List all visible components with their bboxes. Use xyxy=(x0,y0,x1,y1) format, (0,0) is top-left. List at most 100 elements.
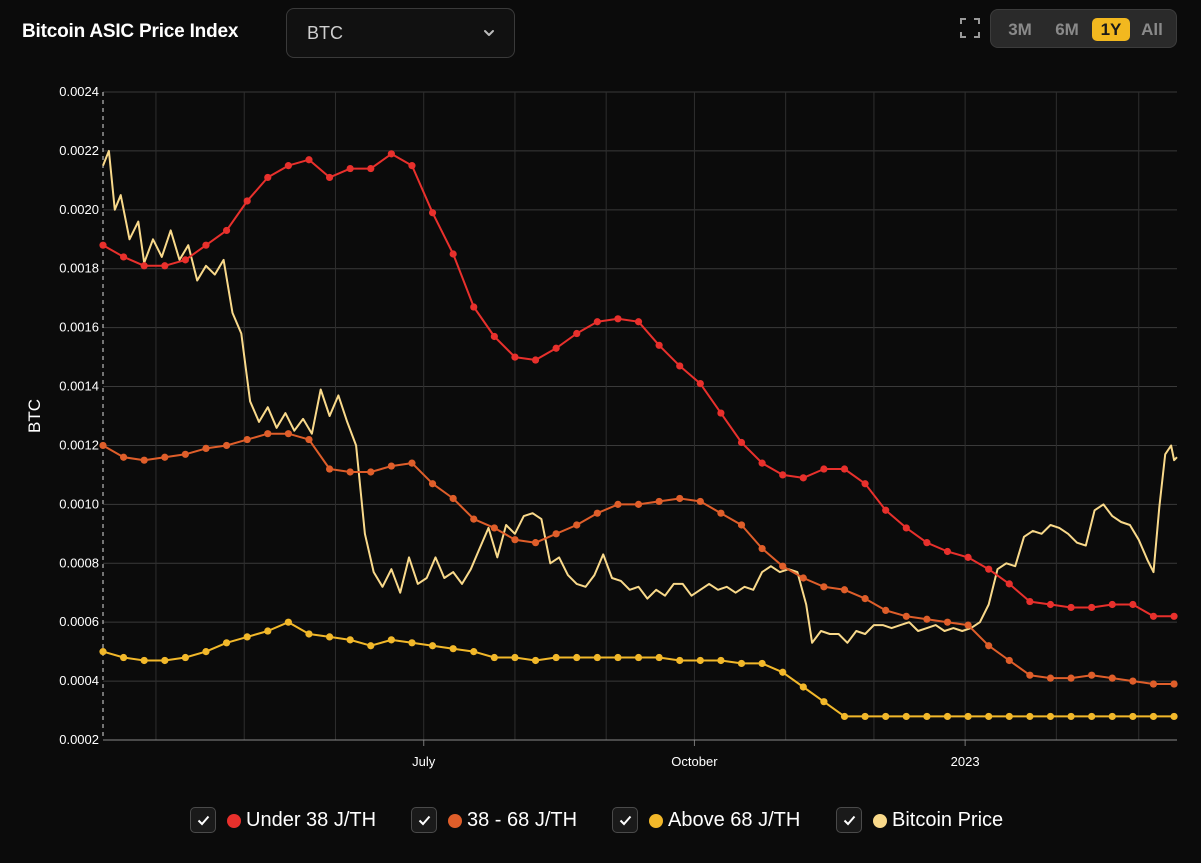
data-point xyxy=(820,583,828,591)
range-button-1y[interactable]: 1Y xyxy=(1092,18,1130,41)
data-point xyxy=(1088,603,1096,612)
data-point xyxy=(964,712,972,721)
data-point xyxy=(696,656,704,665)
data-point xyxy=(428,480,437,488)
data-point xyxy=(614,653,622,662)
data-point xyxy=(799,574,807,582)
data-point xyxy=(181,653,189,662)
checkbox[interactable] xyxy=(836,807,862,833)
legend-label: Under 38 J/TH xyxy=(246,809,377,831)
range-selector: 3M 6M 1Y All xyxy=(990,9,1177,48)
legend-dot xyxy=(649,814,663,828)
data-point xyxy=(449,494,457,503)
data-point xyxy=(1088,712,1096,721)
chevron-down-icon xyxy=(482,26,496,45)
data-point xyxy=(1026,597,1034,606)
legend-label: Bitcoin Price xyxy=(892,809,1004,831)
data-point xyxy=(470,515,478,523)
data-point xyxy=(470,303,478,311)
data-point xyxy=(840,465,849,473)
data-point xyxy=(387,636,395,644)
checkbox[interactable] xyxy=(190,807,216,833)
data-point xyxy=(1005,712,1013,721)
data-point xyxy=(676,494,684,503)
data-point xyxy=(634,318,643,326)
data-point xyxy=(1067,712,1075,721)
data-point xyxy=(799,474,807,482)
y-tick-label: 0.0016 xyxy=(59,320,99,335)
data-point xyxy=(902,612,910,620)
data-point xyxy=(140,262,148,270)
data-point xyxy=(181,450,189,458)
data-point xyxy=(511,653,519,662)
price-index-chart: 0.0024 0.0022 0.0020 0.0018 0.0016 0.0014 0.00… xyxy=(25,84,1178,769)
data-point xyxy=(490,524,498,532)
data-point xyxy=(305,435,313,444)
range-button-3m[interactable]: 3M xyxy=(1008,20,1032,39)
currency-select[interactable]: BTC xyxy=(286,8,515,58)
data-point xyxy=(737,659,746,668)
data-point xyxy=(243,197,251,205)
data-point xyxy=(552,653,560,662)
legend-label: 38 - 68 J/TH xyxy=(467,809,578,831)
y-tick-label: 0.0004 xyxy=(59,673,99,688)
data-point xyxy=(490,332,498,341)
data-point xyxy=(758,659,766,668)
data-point xyxy=(325,633,334,641)
data-point xyxy=(1108,712,1116,721)
range-button-all[interactable]: All xyxy=(1141,20,1163,39)
data-point xyxy=(367,642,375,650)
data-point xyxy=(676,362,684,370)
data-point xyxy=(696,380,704,388)
data-point xyxy=(758,459,766,467)
data-point xyxy=(614,315,622,323)
data-point xyxy=(1046,674,1055,682)
data-point xyxy=(161,656,169,665)
y-axis-label: BTC xyxy=(25,399,44,433)
data-point xyxy=(408,459,416,467)
data-point xyxy=(325,465,334,473)
data-point xyxy=(1026,712,1034,721)
data-point xyxy=(758,544,766,553)
data-point xyxy=(531,539,540,547)
data-point xyxy=(325,173,334,182)
data-point xyxy=(840,712,849,721)
data-point xyxy=(593,653,601,662)
data-point xyxy=(779,471,787,479)
data-point xyxy=(428,209,437,217)
data-point xyxy=(202,648,210,656)
fullscreen-icon[interactable] xyxy=(960,18,980,38)
series-line-bitcoin-price xyxy=(102,149,1178,644)
data-point xyxy=(470,648,478,656)
checkbox[interactable] xyxy=(411,807,437,833)
data-point xyxy=(284,618,292,626)
data-point xyxy=(284,162,292,170)
x-tick-label: 2023 xyxy=(951,754,980,769)
data-point xyxy=(717,409,725,417)
data-point xyxy=(985,642,993,650)
data-point xyxy=(264,173,272,182)
data-point xyxy=(1149,712,1158,721)
data-point xyxy=(408,639,416,647)
data-point xyxy=(181,256,189,264)
data-point xyxy=(1088,671,1096,679)
data-point xyxy=(243,633,251,641)
data-point xyxy=(387,462,395,470)
data-point xyxy=(1149,612,1158,620)
data-point xyxy=(202,444,210,452)
checkbox[interactable] xyxy=(612,807,638,833)
data-point xyxy=(490,653,498,662)
data-point xyxy=(1170,612,1178,620)
data-point xyxy=(222,441,231,450)
y-tick-label: 0.0022 xyxy=(59,143,99,158)
data-point xyxy=(284,430,292,438)
range-button-6m[interactable]: 6M xyxy=(1055,20,1079,39)
check-icon xyxy=(418,815,431,826)
data-point xyxy=(902,712,910,721)
page-title: Bitcoin ASIC Price Index xyxy=(22,21,239,42)
data-point xyxy=(264,430,272,438)
data-point xyxy=(943,547,952,556)
y-tick-label: 0.0014 xyxy=(59,379,99,394)
data-point xyxy=(820,698,828,706)
data-point xyxy=(737,521,746,529)
